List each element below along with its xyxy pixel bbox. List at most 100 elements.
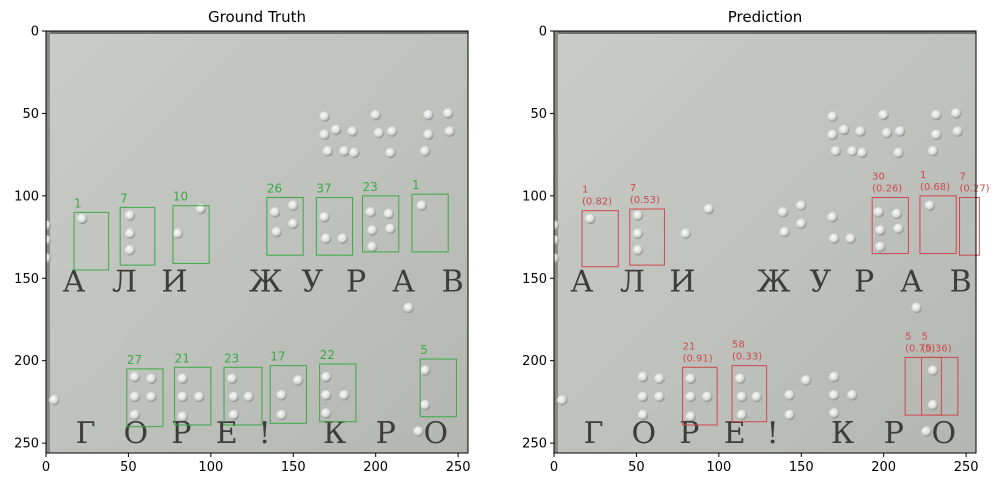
bbox [731, 365, 768, 423]
braille-dot [172, 228, 184, 239]
printed-letter: А [900, 264, 923, 299]
printed-letter: Р [884, 416, 904, 451]
printed-letter: К [323, 416, 346, 451]
printed-letter: ! [767, 416, 779, 451]
braille-dot [373, 128, 385, 139]
braille-dot [894, 126, 906, 137]
braille-dot [443, 108, 454, 119]
bbox-label: 37 [316, 181, 331, 195]
bbox-label: 21 [175, 351, 190, 365]
braille-dot [288, 218, 299, 230]
braille-dot [703, 203, 715, 215]
braille-dot [228, 409, 240, 421]
bbox [73, 211, 110, 271]
printed-letter: Р [376, 416, 396, 451]
braille-dot [46, 235, 52, 246]
braille-dot [632, 228, 644, 239]
braille-dot [637, 371, 649, 383]
braille-dot [777, 207, 789, 218]
braille-dot [321, 233, 332, 244]
braille-dot [276, 409, 287, 421]
bbox [315, 196, 354, 256]
braille-dot [702, 391, 713, 403]
braille-dot [893, 147, 904, 159]
y-tick-label: 50 [22, 107, 39, 122]
braille-dot [129, 371, 141, 383]
braille-dot [801, 375, 812, 386]
braille-dot [680, 228, 692, 239]
y-tick-label: 50 [530, 107, 547, 122]
printed-letter: И [161, 264, 187, 299]
bbox [682, 366, 718, 426]
braille-dot [878, 109, 889, 121]
bbox [921, 356, 959, 416]
braille-dot [585, 213, 596, 225]
braille-dot [847, 390, 858, 401]
braille-dot [419, 146, 431, 157]
braille-dot [177, 373, 189, 385]
braille-dot [952, 126, 964, 137]
printed-letter: Г [584, 416, 604, 451]
braille-dot [829, 371, 840, 383]
bbox-label: 5 [420, 343, 428, 357]
braille-dot [321, 371, 332, 383]
braille-dot [779, 226, 790, 238]
bbox-label: 23 [224, 351, 239, 365]
braille-dot [857, 147, 868, 159]
printed-letter: А [392, 264, 415, 299]
bbox-label: 17 [270, 350, 285, 364]
y-tick-label: 200 [14, 354, 39, 369]
braille-dot [177, 391, 189, 403]
x-tick-label: 150 [789, 460, 814, 475]
bbox [172, 205, 210, 264]
bbox [319, 363, 357, 423]
x-tick-label: 250 [954, 460, 979, 475]
panel-title: Prediction [728, 8, 803, 26]
braille-dot [654, 391, 665, 403]
braille-dot [349, 147, 360, 159]
printed-letter: О [423, 416, 448, 451]
y-tick-label: 0 [539, 25, 547, 40]
braille-dot [46, 253, 52, 264]
bbox [871, 196, 909, 255]
braille-dot [271, 226, 282, 238]
braille-dot [413, 426, 424, 437]
braille-dot [751, 391, 762, 403]
braille-dot [276, 390, 287, 401]
printed-letter: Ж [757, 264, 791, 299]
braille-dot [386, 126, 398, 137]
braille-dot [557, 395, 568, 406]
printed-letter: В [950, 264, 972, 299]
braille-dot [830, 146, 842, 157]
braille-dot [124, 210, 136, 221]
bbox [411, 193, 449, 253]
braille-dot [385, 223, 396, 235]
braille-dot [632, 245, 644, 256]
braille-dot [554, 220, 560, 231]
braille-dot [228, 391, 240, 403]
braille-dot [554, 235, 560, 246]
bbox-label: 22 [320, 348, 335, 362]
printed-letter: К [831, 416, 854, 451]
bbox-label: 10 [173, 190, 188, 204]
x-tick-label: 100 [706, 460, 731, 475]
bbox [223, 366, 263, 426]
bbox-label: 27 [127, 353, 142, 367]
printed-letter: Ж [249, 264, 283, 299]
printed-letter: И [669, 264, 695, 299]
x-tick-label: 250 [446, 460, 471, 475]
braille-dot [383, 208, 395, 220]
braille-dot [321, 408, 332, 419]
bbox-label: 1 [412, 178, 420, 192]
braille-dot [46, 220, 52, 231]
braille-dot [370, 109, 381, 121]
braille-dot [195, 203, 207, 215]
bbox-label: 7 (0.53) [630, 183, 660, 206]
printed-letter: О [631, 416, 656, 451]
bbox-label: 1 [74, 196, 82, 210]
bbox [959, 196, 980, 256]
braille-dot [891, 208, 903, 220]
braille-dot [77, 213, 88, 225]
braille-dot [293, 375, 304, 386]
